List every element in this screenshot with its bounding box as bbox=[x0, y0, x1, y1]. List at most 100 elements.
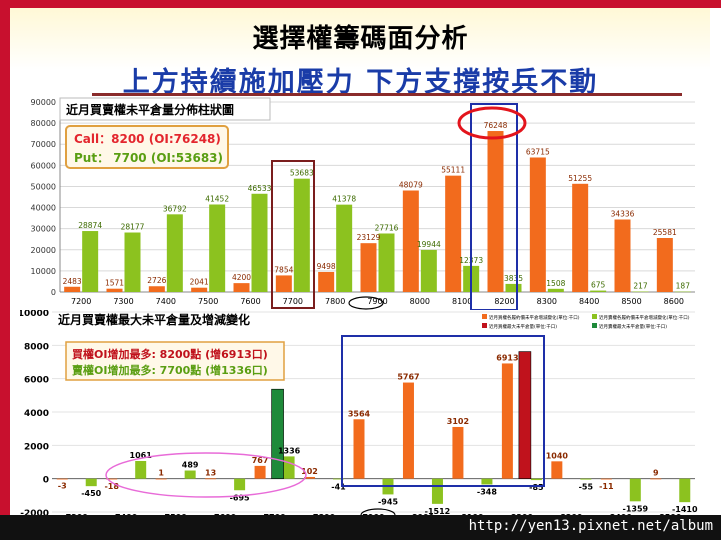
chart2-title: 近月買賣權最大未平倉量及增減變化 bbox=[58, 312, 250, 327]
chart1-call-label: 34336 bbox=[611, 210, 635, 219]
chart2-put-change-bar bbox=[184, 470, 196, 479]
chart2-call-change-bar bbox=[353, 419, 365, 479]
chart2-put-max-oi-bar bbox=[271, 388, 284, 479]
chart1-call-label: 2483 bbox=[63, 277, 82, 286]
chart1-put-label: 3835 bbox=[504, 274, 523, 283]
chart1-y-tick-label: 10000 bbox=[31, 267, 56, 276]
chart2-put-change-bar bbox=[234, 478, 246, 491]
chart1-call-annotation: Call：8200 (OI:76248) bbox=[74, 132, 221, 146]
chart2-call-change-bar bbox=[56, 478, 68, 480]
chart1-call-bar bbox=[487, 131, 504, 292]
chart1-put-bar bbox=[82, 231, 99, 292]
title-rule bbox=[92, 93, 682, 97]
chart1-put-bar bbox=[378, 233, 395, 292]
chart1-x-tick-label: 8600 bbox=[664, 297, 684, 306]
chart1-x-tick-label: 8400 bbox=[579, 297, 599, 306]
chart1-put-bar bbox=[336, 204, 353, 292]
chart2-put-change-label: -348 bbox=[477, 487, 497, 496]
chart2-call-max-oi-bar bbox=[518, 351, 532, 479]
chart1-put-bar bbox=[124, 232, 141, 292]
chart2-call-change-bar bbox=[600, 478, 612, 480]
chart1-put-bar bbox=[293, 178, 310, 292]
chart2-call-change-label: -18 bbox=[104, 482, 119, 491]
chart2-put-change-label: 1061 bbox=[130, 451, 153, 460]
chart1-y-tick-label: 70000 bbox=[31, 140, 56, 149]
chart1-put-bar bbox=[251, 193, 268, 292]
chart2-put-annotation: 賣權OI增加最多: 7700點 (增1336口) bbox=[71, 363, 268, 377]
chart1-y-tick-label: 80000 bbox=[31, 119, 56, 128]
chart2-call-change-label: 102 bbox=[301, 467, 318, 476]
chart1-8200-circle bbox=[457, 106, 527, 140]
chart1-x-tick-label: 8200 bbox=[494, 297, 514, 306]
chart2-put-change-label: -450 bbox=[81, 489, 101, 498]
chart2-call-change-bar bbox=[650, 478, 662, 480]
watermark-url: http://yen13.pixnet.net/album bbox=[468, 518, 713, 534]
chart1-put-label: 28874 bbox=[78, 221, 102, 230]
chart2-call-change-bar bbox=[205, 478, 217, 480]
chart2-legend-label: 近月買權最大未平倉量(單位:千口) bbox=[489, 323, 557, 330]
chart2-call-change-bar bbox=[551, 461, 563, 479]
footer-bar: http://yen13.pixnet.net/album bbox=[0, 515, 721, 540]
chart1-call-bar bbox=[656, 237, 673, 292]
chart2-data-labels: -3 -18 1 13 767 102 3564 5767 3102 6913 1040 -11 9 -4… bbox=[58, 353, 698, 515]
chart2-put-change-bar bbox=[679, 478, 691, 503]
chart1-call-bar bbox=[445, 175, 462, 292]
max-oi-change-chart: -200002000400060008000100007300740075007… bbox=[20, 310, 700, 520]
chart2-call-change-label: 767 bbox=[252, 456, 269, 465]
slide-subtitle: 上方持續施加壓力 下方支撐按兵不動 bbox=[122, 67, 599, 98]
chart1-y-tick-label: 60000 bbox=[31, 161, 56, 170]
chart1-data-labels: 2483 28874 1571 28177 2726 36792 2041 41452 4200… bbox=[63, 121, 691, 291]
chart1-call-label: 7854 bbox=[274, 265, 293, 274]
chart2-put-change-bar bbox=[481, 478, 493, 485]
chart2-call-change-bar bbox=[106, 478, 118, 480]
chart1-put-label: 27716 bbox=[375, 223, 399, 232]
chart1-put-bar bbox=[590, 290, 607, 292]
chart2-legend-swatch bbox=[482, 314, 487, 319]
chart1-title: 近月買賣權未平倉量分佈柱狀圖 bbox=[66, 102, 234, 117]
chart1-call-bar bbox=[148, 286, 165, 292]
chart1-call-bar bbox=[233, 283, 250, 292]
chart2-call-change-label: 1 bbox=[158, 469, 164, 478]
chart2-legend-swatch bbox=[592, 314, 597, 319]
chart1-call-bar bbox=[402, 190, 419, 292]
chart2-call-change-bar bbox=[402, 382, 414, 479]
chart2-legend: 近月買權各履約價未平倉增減變化(單位:千口) 近月賣權各履約價未平倉增減變化(單位… bbox=[482, 314, 690, 330]
chart1-call-label: 51255 bbox=[568, 174, 592, 183]
chart1-call-label: 1571 bbox=[105, 279, 124, 288]
chart2-call-change-label: 1040 bbox=[546, 451, 569, 460]
chart1-y-tick-label: 50000 bbox=[31, 182, 56, 191]
chart1-title-box bbox=[59, 97, 271, 121]
chart1-x-tick-label: 7300 bbox=[113, 297, 133, 306]
chart1-y-tick-label: 20000 bbox=[31, 246, 56, 255]
chart1-y-tick-label: 0 bbox=[51, 288, 56, 297]
chart1-y-tick-label: 90000 bbox=[31, 98, 56, 107]
chart2-call-change-label: 6913 bbox=[496, 353, 518, 362]
chart1-call-label: 76248 bbox=[484, 121, 508, 130]
chart1-call-bar bbox=[64, 286, 81, 292]
chart2-y-tick-label: 4000 bbox=[24, 409, 49, 419]
chart2-call-change-label: 9 bbox=[653, 469, 659, 478]
chart2-put-change-bar bbox=[530, 478, 542, 481]
chart1-put-label: 187 bbox=[676, 282, 691, 291]
chart1-put-label: 41378 bbox=[332, 195, 356, 204]
chart2-call-change-bar bbox=[304, 476, 316, 479]
chart2-y-tick-label: 0 bbox=[43, 476, 49, 486]
chart2-y-tick-label: 10000 bbox=[20, 310, 49, 319]
chart1-annotation-box bbox=[65, 125, 229, 169]
chart1-x-tick-label: 7200 bbox=[71, 297, 91, 306]
chart1-put-bar bbox=[547, 288, 564, 292]
chart1-put-label: 217 bbox=[633, 282, 648, 291]
chart1-x-tick-label: 8000 bbox=[410, 297, 430, 306]
chart1-put-bar bbox=[505, 283, 522, 292]
chart1-put-label: 46533 bbox=[248, 184, 272, 193]
chart2-legend-label: 近月賣權各履約價未平倉增減變化(單位:千口) bbox=[599, 314, 690, 321]
chart1-x-tick-label: 7400 bbox=[156, 297, 176, 306]
chart1-call-bar bbox=[275, 275, 292, 292]
chart1-call-label: 55111 bbox=[441, 166, 465, 175]
chart2-put-change-bar bbox=[283, 456, 295, 479]
chart1-call-label: 23129 bbox=[357, 233, 381, 242]
slide-title: 選擇權籌碼面分析 bbox=[252, 24, 469, 54]
chart2-call-change-label: 3564 bbox=[348, 409, 371, 418]
chart1-put-label: 19944 bbox=[417, 240, 441, 249]
chart2-put-change-label: -695 bbox=[230, 493, 250, 502]
